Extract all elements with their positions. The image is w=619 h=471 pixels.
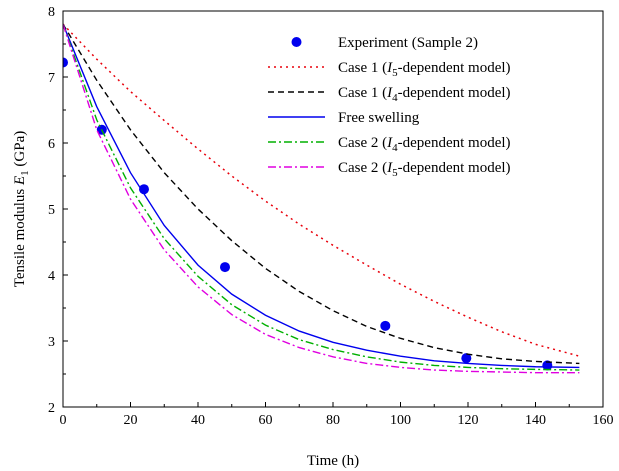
y-axis-label-suffix: (GPa): [12, 131, 28, 171]
legend-label-prefix: Case 2 (: [338, 135, 387, 151]
legend-label: Case 1 (I4-dependent model): [338, 85, 511, 104]
axes: 0 20 40 60 80 100 120 140 160 2 3 4 5 6 7 8: [48, 5, 614, 428]
x-tick-label: 20: [124, 413, 138, 428]
legend-label-suffix: -dependent model): [398, 135, 511, 151]
legend-marker: [291, 37, 302, 47]
legend-label-var: I: [386, 135, 393, 151]
legend-label: Free swelling: [338, 110, 420, 126]
data-point: [139, 184, 149, 195]
series-line: [63, 23, 580, 374]
legend-label-sub: 5: [392, 167, 398, 179]
data-point: [461, 353, 472, 364]
series-line: [63, 23, 580, 369]
y-tick-label: 5: [48, 203, 55, 218]
legend-label: Case 2 (I4-dependent model): [338, 135, 511, 154]
series-line: [63, 23, 580, 371]
legend-label-var: I: [386, 85, 393, 101]
y-axis-label-prefix: Tensile modulus: [12, 185, 28, 287]
y-tick-label: 3: [48, 335, 55, 350]
y-tick-label: 4: [48, 269, 55, 284]
x-tick-label: 60: [259, 413, 273, 428]
y-axis-label: Tensile modulus E1 (GPa): [12, 131, 31, 288]
data-point: [63, 57, 68, 68]
y-axis-label-var: E: [12, 176, 28, 186]
y-tick-label: 8: [48, 5, 55, 20]
plot-frame: [62, 10, 604, 408]
x-tick-label: 120: [458, 413, 479, 428]
y-tick-label: 7: [48, 71, 55, 86]
data-point: [542, 360, 553, 371]
series-layer: [63, 23, 580, 374]
legend-label-suffix: -dependent model): [398, 160, 511, 176]
legend-label-prefix: Case 1 (: [338, 60, 387, 76]
y-tick-label: 2: [48, 401, 55, 416]
legend-label-suffix: -dependent model): [398, 85, 511, 101]
legend-label: Experiment (Sample 2): [338, 35, 478, 51]
legend-label-var: I: [386, 60, 393, 76]
legend-label-sub: 4: [392, 142, 398, 154]
x-axis-label: Time (h): [307, 453, 359, 469]
legend-label-prefix: Case 2 (: [338, 160, 387, 176]
legend-label-prefix: Case 1 (: [338, 85, 387, 101]
x-tick-label: 100: [390, 413, 411, 428]
series-line: [63, 23, 580, 357]
legend-label: Case 2 (I5-dependent model): [338, 160, 511, 179]
x-tick-label: 40: [191, 413, 205, 428]
x-tick-label: 140: [525, 413, 546, 428]
legend-label-sub: 4: [392, 92, 398, 104]
legend: Experiment (Sample 2)Case 1 (I5-dependen…: [268, 35, 511, 179]
data-point: [220, 262, 230, 273]
y-axis-label-sub: 1: [19, 170, 31, 176]
data-point: [380, 320, 391, 331]
legend-label: Case 1 (I5-dependent model): [338, 60, 511, 79]
x-tick-label: 160: [593, 413, 614, 428]
x-tick-label: 0: [60, 413, 67, 428]
y-tick-label: 6: [48, 137, 55, 152]
legend-label-var: I: [386, 160, 393, 176]
series-line: [63, 23, 580, 365]
x-tick-label: 80: [326, 413, 340, 428]
legend-label-suffix: -dependent model): [398, 60, 511, 76]
legend-label-sub: 5: [392, 67, 398, 79]
